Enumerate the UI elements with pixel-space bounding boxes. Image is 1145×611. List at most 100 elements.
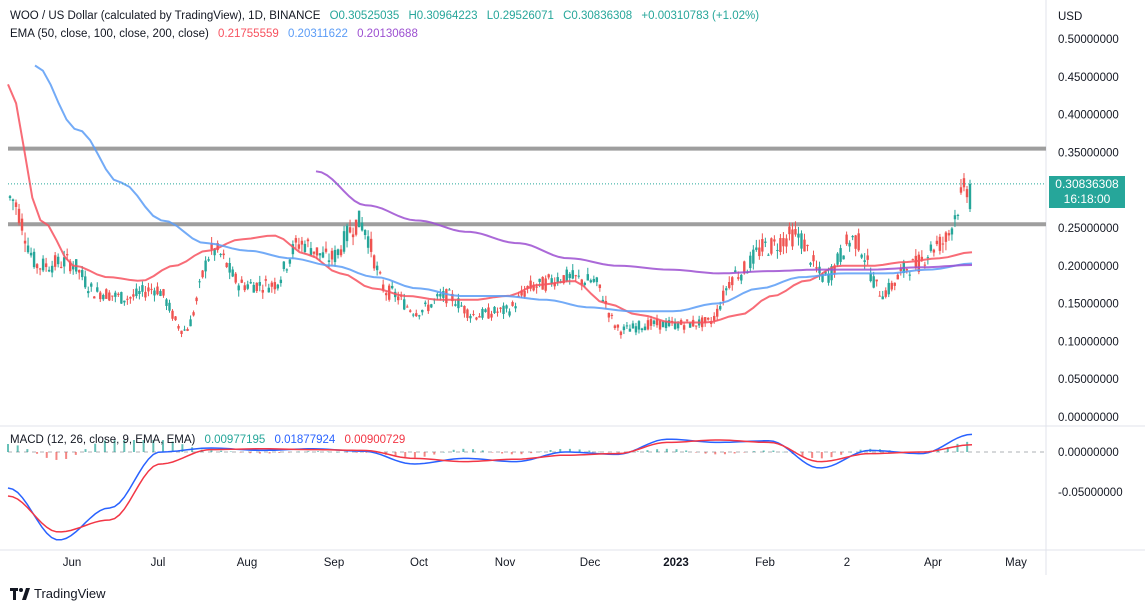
candle-body <box>541 276 544 290</box>
candle-body <box>809 262 812 265</box>
candle-body <box>848 242 851 247</box>
candle-body <box>62 257 66 267</box>
candle-body <box>201 270 204 278</box>
candle-body <box>785 238 788 247</box>
branding-text: TradingView <box>34 586 106 601</box>
candle-body <box>703 317 707 323</box>
candle-body <box>288 259 292 264</box>
currency-label: USD <box>1058 11 1083 23</box>
macd-histogram-bar <box>404 452 407 458</box>
macd-histogram-bar <box>317 451 320 452</box>
candle-body <box>854 235 857 249</box>
candle-body <box>706 317 710 320</box>
candle-body <box>315 247 319 256</box>
tradingview-logo[interactable]: TradingView <box>10 586 106 601</box>
candle-body <box>59 266 63 268</box>
high-value: H0.30964223 <box>408 10 478 22</box>
candle-body <box>836 253 839 265</box>
symbol-legend: WOO / US Dollar (calculated by TradingVi… <box>10 9 765 23</box>
candle-body <box>165 299 168 306</box>
candle-body <box>291 244 295 255</box>
candle-body <box>415 313 418 317</box>
candle-body <box>390 285 394 289</box>
price-tick-label: 0.05000000 <box>1058 374 1119 386</box>
ema-legend[interactable]: EMA (50, close, 100, close, 200, close) … <box>10 27 424 41</box>
candle-body <box>427 304 430 312</box>
candle-body <box>96 287 99 292</box>
candle-body <box>144 291 147 298</box>
macd-histogram-bar <box>84 449 87 452</box>
candle-body <box>457 298 460 309</box>
candle-body <box>381 284 385 291</box>
candle-body <box>138 290 141 295</box>
macd-histogram-bar <box>762 450 765 452</box>
candle-body <box>761 239 764 252</box>
candle-body <box>78 270 81 273</box>
candle-body <box>505 305 508 309</box>
candle-body <box>493 306 496 314</box>
macd-histogram-bar <box>665 448 668 452</box>
candle-body <box>117 293 120 295</box>
candle-body <box>273 282 277 290</box>
candle-body <box>562 275 565 284</box>
macd-histogram-bar <box>588 450 591 452</box>
candle-body <box>719 306 722 310</box>
macd-histogram-bar <box>811 452 814 458</box>
time-tick-label: May <box>1005 557 1027 569</box>
candle-body <box>860 254 863 258</box>
candle-body <box>369 238 373 252</box>
price-tick-label: 0.40000000 <box>1058 110 1119 122</box>
macd-histogram-bar <box>55 452 58 460</box>
candle-body <box>378 272 382 274</box>
macd-histogram-bar <box>530 452 533 454</box>
price-tick-label: 0.45000000 <box>1058 72 1119 84</box>
macd-histogram-bar <box>704 452 707 454</box>
candle-body <box>454 304 457 306</box>
candle-body <box>935 240 939 245</box>
candle-body <box>198 281 201 283</box>
macd-histogram-bar <box>694 452 697 453</box>
macd-histogram-bar <box>946 447 949 452</box>
macd-histogram-bar <box>539 451 542 453</box>
time-tick-label: Sep <box>324 557 344 569</box>
macd-histogram-bar <box>113 440 116 452</box>
ema200-value: 0.20130688 <box>357 28 418 40</box>
candle-body <box>180 330 183 334</box>
candle-body <box>920 256 924 260</box>
macd-legend[interactable]: MACD (12, 26, close, 9, EMA, EMA) 0.0097… <box>10 433 411 447</box>
candle-body <box>159 291 162 296</box>
candle-body <box>755 247 758 250</box>
candle-body <box>409 310 412 312</box>
macd-histogram-bar <box>646 450 649 452</box>
candle-body <box>884 290 887 297</box>
candle-body <box>397 296 400 301</box>
time-tick-label: Oct <box>410 557 429 569</box>
macd-histogram-bar <box>307 451 310 452</box>
candle-body <box>84 276 87 288</box>
candle-body <box>312 251 316 254</box>
macd-histogram-bar <box>365 452 368 453</box>
candle-body <box>631 323 635 329</box>
candle-body <box>508 311 511 316</box>
candle-body <box>607 312 611 318</box>
candle-body <box>520 290 523 296</box>
bar-countdown: 16:18:00 <box>1063 192 1111 206</box>
candle-body <box>737 277 740 279</box>
candle-body <box>357 210 361 228</box>
candle-body <box>685 319 689 321</box>
candle-body <box>824 271 827 274</box>
candle-body <box>123 300 126 303</box>
candle-body <box>195 297 198 302</box>
macd-histogram-bar <box>171 441 174 452</box>
candle-body <box>309 248 313 256</box>
candle-body <box>583 282 586 285</box>
candle-body <box>303 243 307 252</box>
macd-histogram-bar <box>559 448 562 452</box>
candle-body <box>318 253 322 256</box>
candle-body <box>466 309 469 318</box>
candle-body <box>734 270 737 273</box>
candle-body <box>228 263 231 273</box>
price-tick-label: 0.10000000 <box>1058 336 1119 348</box>
candle-body <box>26 245 30 253</box>
